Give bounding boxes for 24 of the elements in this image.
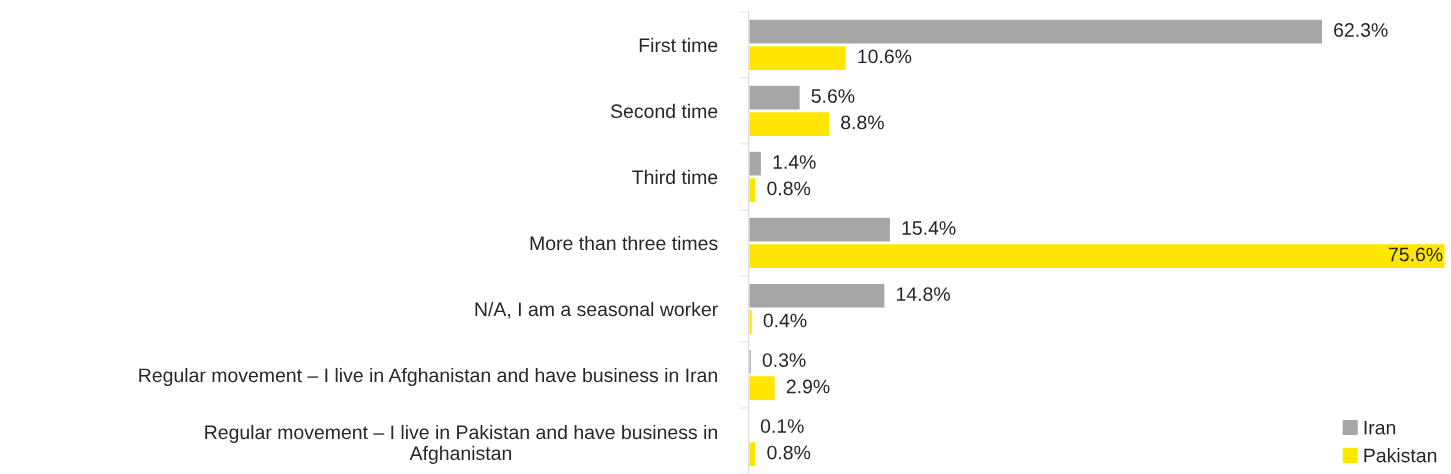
bar <box>748 440 757 468</box>
y-tick-label: First time <box>639 37 718 53</box>
y-tick-label: N/A, I am a seasonal worker <box>475 301 718 319</box>
data-label: 0.4% <box>763 313 807 328</box>
data-label: 5.6% <box>811 89 855 103</box>
y-tick-label: Regular movement – I live in Afghanistan and have business in Iran <box>139 367 717 387</box>
data-label: 75.6% <box>1388 247 1443 262</box>
data-label: 10.6% <box>858 49 912 64</box>
y-tick-label: Regular movement – I live in Pakistan and have business in Afghanistan <box>205 424 717 464</box>
data-label: 15.4% <box>902 221 956 235</box>
data-label: 8.8% <box>841 115 884 130</box>
data-label: 0.8% <box>767 445 811 460</box>
data-label: 2.9% <box>786 379 830 394</box>
legend-label: Pakistan <box>1364 448 1437 463</box>
data-label: 1.4% <box>773 155 816 169</box>
data-label: 0.1% <box>760 419 804 433</box>
data-label: 0.8% <box>767 181 811 196</box>
legend-label: Iran <box>1364 420 1396 435</box>
data-label: 62.3% <box>1334 23 1388 37</box>
y-tick-label: Third time <box>632 169 718 185</box>
data-label: 14.8% <box>896 287 950 301</box>
y-tick-label: Second time <box>610 103 718 119</box>
y-tick-label: More than three times <box>530 235 718 251</box>
data-label: 0.3% <box>762 353 806 367</box>
